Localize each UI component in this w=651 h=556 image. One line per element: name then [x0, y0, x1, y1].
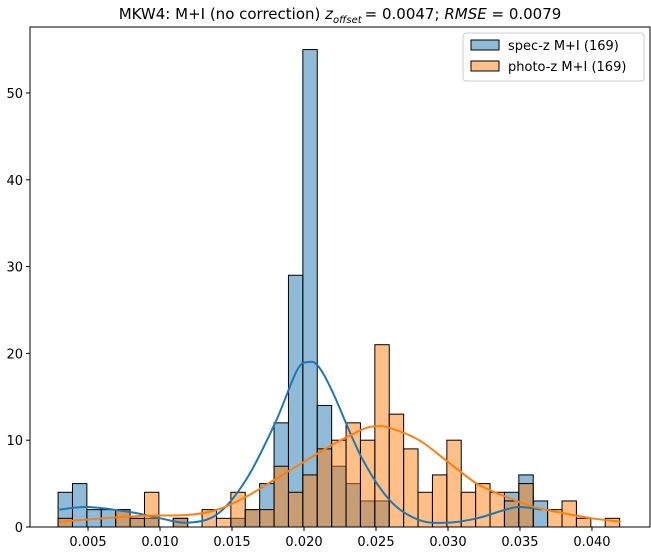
legend: spec-z M+I (169) photo-z M+I (169)	[462, 32, 645, 82]
bar-photo-z	[244, 509, 261, 528]
bar-photo-z	[503, 500, 520, 528]
y-tick-label: 50	[6, 87, 23, 102]
x-axis: 0.005 0.010 0.015 0.020 0.025 0.030 0.035 0.040	[69, 527, 611, 550]
y-tick-label: 10	[6, 434, 23, 449]
kde-line-spec-z	[59, 360, 542, 524]
bar-photo-z	[316, 448, 333, 528]
bar-spec-z	[532, 500, 549, 528]
y-tick-label: 20	[6, 347, 23, 362]
x-tick-label: 0.040	[573, 535, 610, 550]
legend-label-spec-z: spec-z M+I (169)	[508, 39, 619, 54]
x-tick-label: 0.010	[141, 535, 178, 550]
x-tick-label: 0.015	[213, 535, 250, 550]
x-tick-label: 0.025	[357, 535, 394, 550]
bar-photo-z	[374, 344, 390, 528]
chart-title: MKW4: M+I (no correction) zoffset = 0.004…	[119, 5, 562, 26]
legend-label-photo-z: photo-z M+I (169)	[508, 60, 626, 75]
x-tick-label: 0.035	[501, 535, 538, 550]
bar-photo-z	[287, 491, 304, 528]
legend-swatch-spec-z	[470, 39, 500, 51]
bar-spec-z	[287, 274, 304, 528]
bar-photo-z	[143, 491, 160, 528]
bar-photo-z	[215, 517, 232, 528]
y-tick-label: 40	[6, 174, 23, 189]
x-tick-label: 0.020	[285, 535, 322, 550]
kde-line-photo-z	[59, 425, 621, 523]
bar-photo-z	[259, 509, 275, 528]
bar-photo-z	[446, 439, 462, 528]
bar-photo-z	[431, 474, 448, 528]
x-tick-label: 0.005	[69, 535, 106, 550]
bars-layer	[57, 49, 621, 528]
y-tick-label: 0	[15, 521, 23, 536]
plot-frame	[29, 26, 651, 528]
bar-photo-z	[302, 474, 318, 528]
kde-layer	[59, 360, 621, 524]
x-tick-label: 0.030	[429, 535, 466, 550]
y-axis: 0 10 20 30 40 50	[6, 87, 30, 536]
bar-photo-z	[359, 439, 376, 528]
y-tick-label: 30	[6, 261, 23, 276]
legend-swatch-photo-z	[470, 60, 500, 72]
legend-box	[462, 32, 645, 82]
bar-photo-z	[129, 517, 145, 528]
bar-photo-z	[575, 517, 592, 528]
bar-photo-z	[331, 439, 347, 528]
